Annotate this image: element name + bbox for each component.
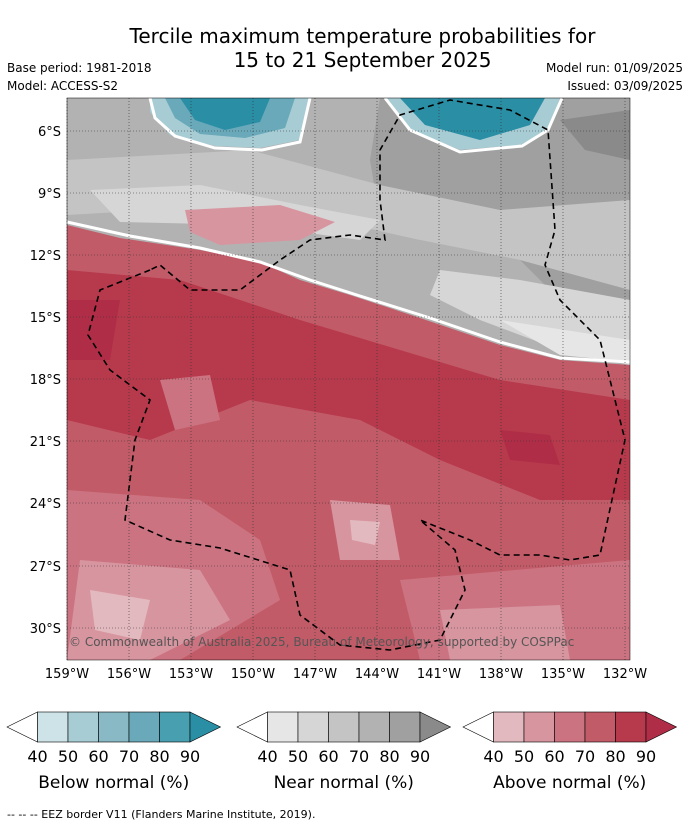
colorbar-segment: [297, 711, 329, 743]
colorbar-label: Below normal (%): [38, 773, 189, 793]
title-line-2: 15 to 21 September 2025: [233, 48, 492, 72]
latitude-labels: 6°S 9°S 12°S 15°S 18°S 21°S 24°S 27°S 30°S: [30, 125, 61, 637]
lon-label: 156°W: [107, 667, 151, 682]
colorbar-segment: [98, 711, 130, 743]
boundary-below-east: [383, 98, 564, 154]
colorbar-segment: [554, 711, 586, 743]
field-above-southwest-light: [67, 560, 230, 660]
colorbar-segment: [389, 711, 421, 743]
lon-label: 132°W: [603, 667, 647, 682]
longitude-labels: 159°W 156°W 153°W 150°W 147°W 144°W 141°W 138°W…: [45, 667, 647, 682]
title-line-1: Tercile maximum temperature probabilitie…: [129, 24, 596, 48]
base-period: Base period: 1981-2018: [7, 61, 152, 75]
colorbar-tick-label: 90: [410, 747, 430, 766]
field-above-island: [185, 205, 335, 245]
field-above-max-2: [500, 430, 560, 465]
colorbar-arrow-left: [236, 711, 268, 743]
colorbar-arrow-right: [419, 711, 452, 743]
colorbar-segment: [67, 711, 99, 743]
colorbar-tick-label: 90: [180, 747, 200, 766]
colorbar-tick-label: 50: [288, 747, 308, 766]
lat-label: 27°S: [30, 560, 61, 575]
field-below-east-2: [400, 98, 545, 140]
lat-label: 12°S: [30, 249, 61, 264]
colorbar-segment: [37, 711, 69, 743]
lat-label: 18°S: [30, 373, 61, 388]
boundary-below-west: [148, 98, 312, 152]
field-above-patch-3: [350, 520, 380, 545]
colorbar-tick-label: 80: [379, 747, 399, 766]
colorbar-tick-label: 40: [483, 747, 503, 766]
field-above-south-light: [440, 605, 570, 660]
lat-label: 21°S: [30, 435, 61, 450]
footer-note: -- -- -- EEZ border V11 (Flanders Marine…: [7, 808, 316, 821]
map-title: Tercile maximum temperature probabilitie…: [0, 24, 690, 72]
lon-label: 138°W: [479, 667, 523, 682]
colorbar-segment: [584, 711, 616, 743]
lon-label: 159°W: [45, 667, 89, 682]
colorbar: 40 50 60 70 80 90 Near normal (%): [236, 711, 452, 793]
colorbar-label: Near normal (%): [274, 773, 414, 793]
field-above-max-1: [67, 300, 120, 360]
lat-label: 24°S: [30, 497, 61, 512]
colorbar-tick-label: 60: [88, 747, 108, 766]
colorbar-segment: [493, 711, 525, 743]
colorbar-tick-label: 90: [636, 747, 656, 766]
model-name: Model: ACCESS-S2: [7, 79, 119, 93]
colorbar-segment: [328, 711, 360, 743]
gridlines: [66, 98, 630, 660]
colorbar-arrow-right: [189, 711, 222, 743]
field-near-east-light: [500, 320, 630, 362]
model-run: Model run: 01/09/2025: [545, 61, 683, 75]
copyright-notice: © Commonwealth of Australia 2025, Bureau…: [69, 635, 574, 649]
field-above-core: [67, 270, 630, 500]
colorbar-tick-label: 80: [149, 747, 169, 766]
lat-label: 15°S: [30, 311, 61, 326]
colorbar-segment: [159, 711, 191, 743]
colorbar: 40 50 60 70 80 90 Below normal (%): [6, 711, 222, 793]
colorbar-tick-label: 70: [349, 747, 369, 766]
colorbar-tick-label: 40: [27, 747, 47, 766]
lon-label: 144°W: [355, 667, 399, 682]
lon-label: 153°W: [169, 667, 213, 682]
colorbar-arrow-left: [6, 711, 38, 743]
colorbar-tick-label: 60: [318, 747, 338, 766]
field-near-darkest: [560, 110, 630, 160]
colorbar-tick-label: 40: [257, 747, 277, 766]
map-frame: [66, 97, 631, 661]
issued-date: Issued: 03/09/2025: [567, 79, 683, 93]
probability-map: 6°S 9°S 12°S 15°S 18°S 21°S 24°S 27°S 30°S 159°W…: [6, 97, 678, 793]
field-above-southwest-lighter: [90, 590, 150, 640]
colorbar-tick-label: 70: [575, 747, 595, 766]
lat-label: 6°S: [38, 125, 61, 140]
colorbar-segment: [128, 711, 160, 743]
colorbar-segment: [358, 711, 390, 743]
colorbar-tick-label: 50: [514, 747, 534, 766]
colorbar: 40 50 60 70 80 90 Above normal (%): [462, 711, 678, 793]
lat-label: 9°S: [38, 187, 61, 202]
colorbar-segment: [523, 711, 555, 743]
meta-right: Model run: 01/09/2025 Issued: 03/09/2025: [546, 59, 683, 95]
colorbar-tick-label: 80: [605, 747, 625, 766]
colorbar-arrow-right: [645, 711, 678, 743]
lon-label: 147°W: [293, 667, 337, 682]
eez-border: [87, 99, 626, 651]
field-below-west-3: [180, 98, 270, 130]
colorbar-label: Above normal (%): [493, 773, 646, 793]
colorbar-segment: [615, 711, 647, 743]
field-above-patch-1: [160, 375, 220, 430]
colorbar-tick-label: 50: [58, 747, 78, 766]
lon-label: 141°W: [417, 667, 461, 682]
lon-label: 135°W: [541, 667, 585, 682]
boundary-near-above: [67, 220, 630, 364]
colorbar-segment: [267, 711, 299, 743]
lon-label: 150°W: [231, 667, 275, 682]
colorbar-arrow-left: [462, 711, 494, 743]
colorbar-tick-label: 70: [119, 747, 139, 766]
meta-left: Base period: 1981-2018 Model: ACCESS-S2: [7, 59, 152, 95]
lat-label: 30°S: [30, 622, 61, 637]
colorbar-tick-label: 60: [544, 747, 564, 766]
colorbars: 40 50 60 70 80 90 Below normal (%) 40 50 60 70 80 90…: [6, 711, 678, 793]
